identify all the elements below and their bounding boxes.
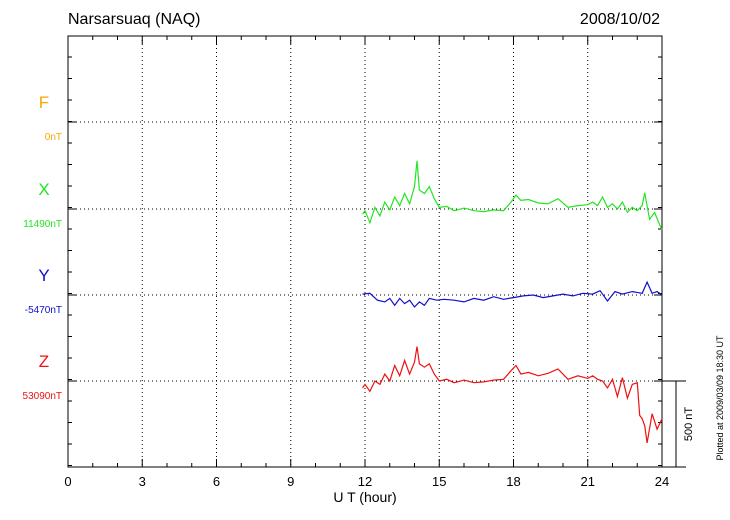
plotted-note: Plotted at 2009/03/09 18:30 UT — [715, 335, 725, 461]
x-tick-label: 0 — [64, 474, 71, 489]
series-baseline-y: -5470nT — [25, 305, 62, 316]
scale-bar-label: 500 nT — [683, 407, 695, 442]
series-line-z — [362, 346, 663, 444]
x-tick-label: 24 — [655, 474, 669, 489]
series-line-y — [362, 280, 663, 308]
series-name-z: Z — [39, 352, 49, 371]
x-axis-label: U T (hour) — [333, 489, 396, 505]
axis-ticks — [67, 36, 663, 467]
series-name-x: X — [38, 180, 49, 199]
series-baseline-x: 11490nT — [23, 219, 62, 230]
date-label: 2008/10/02 — [580, 11, 660, 28]
x-tick-label: 12 — [358, 474, 372, 489]
series-baseline-f: 0nT — [45, 132, 62, 143]
series-baseline-z: 53090nT — [23, 391, 62, 402]
x-tick-label: 21 — [581, 474, 595, 489]
series-name-f: F — [39, 93, 49, 112]
x-tick-label: 18 — [506, 474, 520, 489]
x-tick-label: 6 — [213, 474, 220, 489]
series-labels: F 0nT X 11490nT Y -5470nT Z 53090nT — [23, 93, 62, 402]
station-title: Narsarsuaq (NAQ) — [68, 11, 200, 28]
series-line-x — [362, 160, 663, 230]
x-tick-label: 15 — [432, 474, 446, 489]
grid-lines — [68, 36, 662, 467]
scale-bar: 500 nT — [662, 380, 695, 468]
series-name-y: Y — [38, 266, 49, 285]
series-lines — [362, 160, 663, 444]
x-tick-label: 3 — [139, 474, 146, 489]
x-tick-label: 9 — [287, 474, 294, 489]
x-tick-labels: 0 3 6 9 12 15 18 21 24 — [64, 474, 669, 489]
